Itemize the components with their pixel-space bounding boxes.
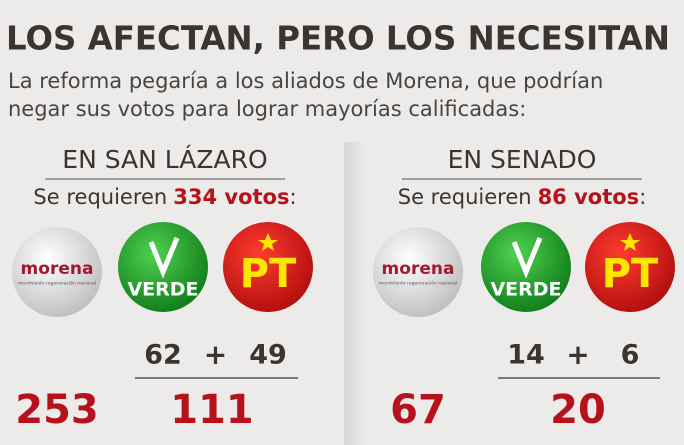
pt-name: PT	[240, 251, 297, 297]
ally-votes: 6	[621, 340, 640, 371]
requirement-value: 334 votos	[173, 185, 289, 209]
pt-logo	[585, 222, 675, 312]
subtitle: La reforma pegaría a los aliados de More…	[8, 69, 603, 93]
ally-votes: 62	[144, 340, 182, 371]
panel-heading: EN SENADO	[448, 145, 597, 174]
requirement-prefix: Se requieren	[33, 185, 167, 209]
morena-name: morena	[382, 259, 455, 279]
plus-sign: +	[566, 338, 589, 371]
verde-name: VERDE	[490, 279, 561, 301]
pt-name: PT	[602, 251, 659, 297]
pt-logo	[223, 222, 313, 312]
verde-mark	[148, 237, 180, 279]
subtitle: negar sus votos para lograr mayorías cal…	[8, 97, 526, 121]
requirement-suffix: :	[289, 185, 296, 209]
requirement-value: 86 votos	[538, 185, 640, 209]
allies-total: 20	[550, 387, 606, 433]
plus-sign: +	[204, 338, 227, 371]
requirement-suffix: :	[639, 185, 646, 209]
morena-tagline: movimiento regeneración nacional	[18, 280, 96, 287]
panel-heading: EN SAN LÁZARO	[62, 145, 267, 174]
ally-votes: 49	[249, 340, 287, 371]
ally-votes: 14	[507, 340, 545, 371]
separator	[344, 142, 366, 445]
pt-star	[258, 233, 278, 251]
morena-logo	[373, 227, 463, 317]
requirement: Se requieren 334 votos:	[33, 185, 296, 209]
verde-name: VERDE	[127, 279, 198, 301]
title: LOS AFECTAN, PERO LOS NECESITAN	[6, 19, 670, 58]
morena-name: morena	[21, 259, 94, 279]
morena-logo	[12, 227, 102, 317]
morena-tagline: movimiento regeneración nacional	[379, 280, 457, 287]
morena-votes: 67	[390, 387, 446, 433]
allies-total: 111	[170, 387, 254, 433]
morena-votes: 253	[15, 387, 99, 433]
pt-star	[620, 233, 640, 251]
requirement: Se requieren 86 votos:	[398, 185, 647, 209]
requirement-prefix: Se requieren	[398, 185, 532, 209]
verde-mark	[511, 237, 543, 279]
